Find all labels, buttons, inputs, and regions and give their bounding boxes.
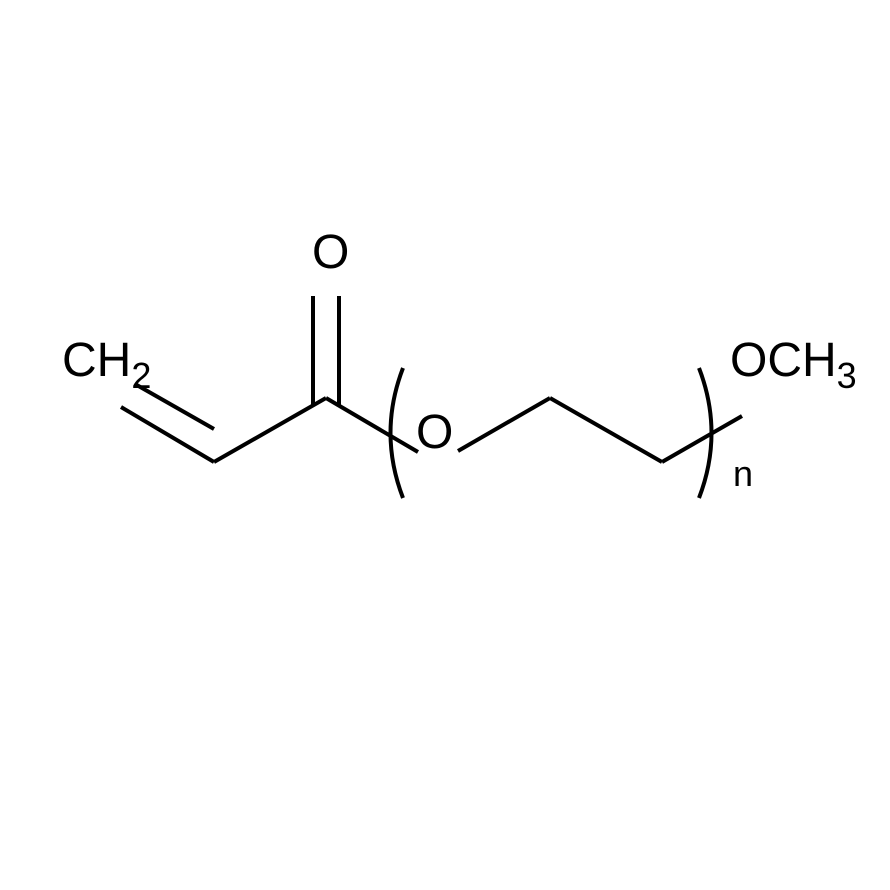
bond-o_mid-c: [458, 398, 550, 451]
svg-text:OCH3: OCH3: [730, 334, 857, 396]
bracket-left: [391, 368, 404, 498]
bond-ch2-c_dbl_lower: [121, 407, 214, 462]
atom-labels: CH2 O O OCH3 n: [62, 226, 857, 494]
svg-text:CH2: CH2: [62, 334, 151, 396]
atom-carbonyl-oxygen: O: [312, 226, 349, 279]
atom-ester-oxygen: O: [416, 406, 453, 459]
chemical-structure-diagram: CH2 O O OCH3 n: [0, 0, 890, 890]
bond-c-c_right: [550, 398, 662, 462]
bond-c-c_single: [214, 398, 326, 462]
atom-ch2: CH2: [62, 334, 151, 396]
bracket-right: [699, 368, 712, 498]
bond-c-och3: [662, 416, 742, 462]
bond-c-o_mid: [326, 398, 418, 452]
repeat-subscript-n: n: [733, 453, 753, 494]
atom-och3: OCH3: [730, 334, 857, 396]
